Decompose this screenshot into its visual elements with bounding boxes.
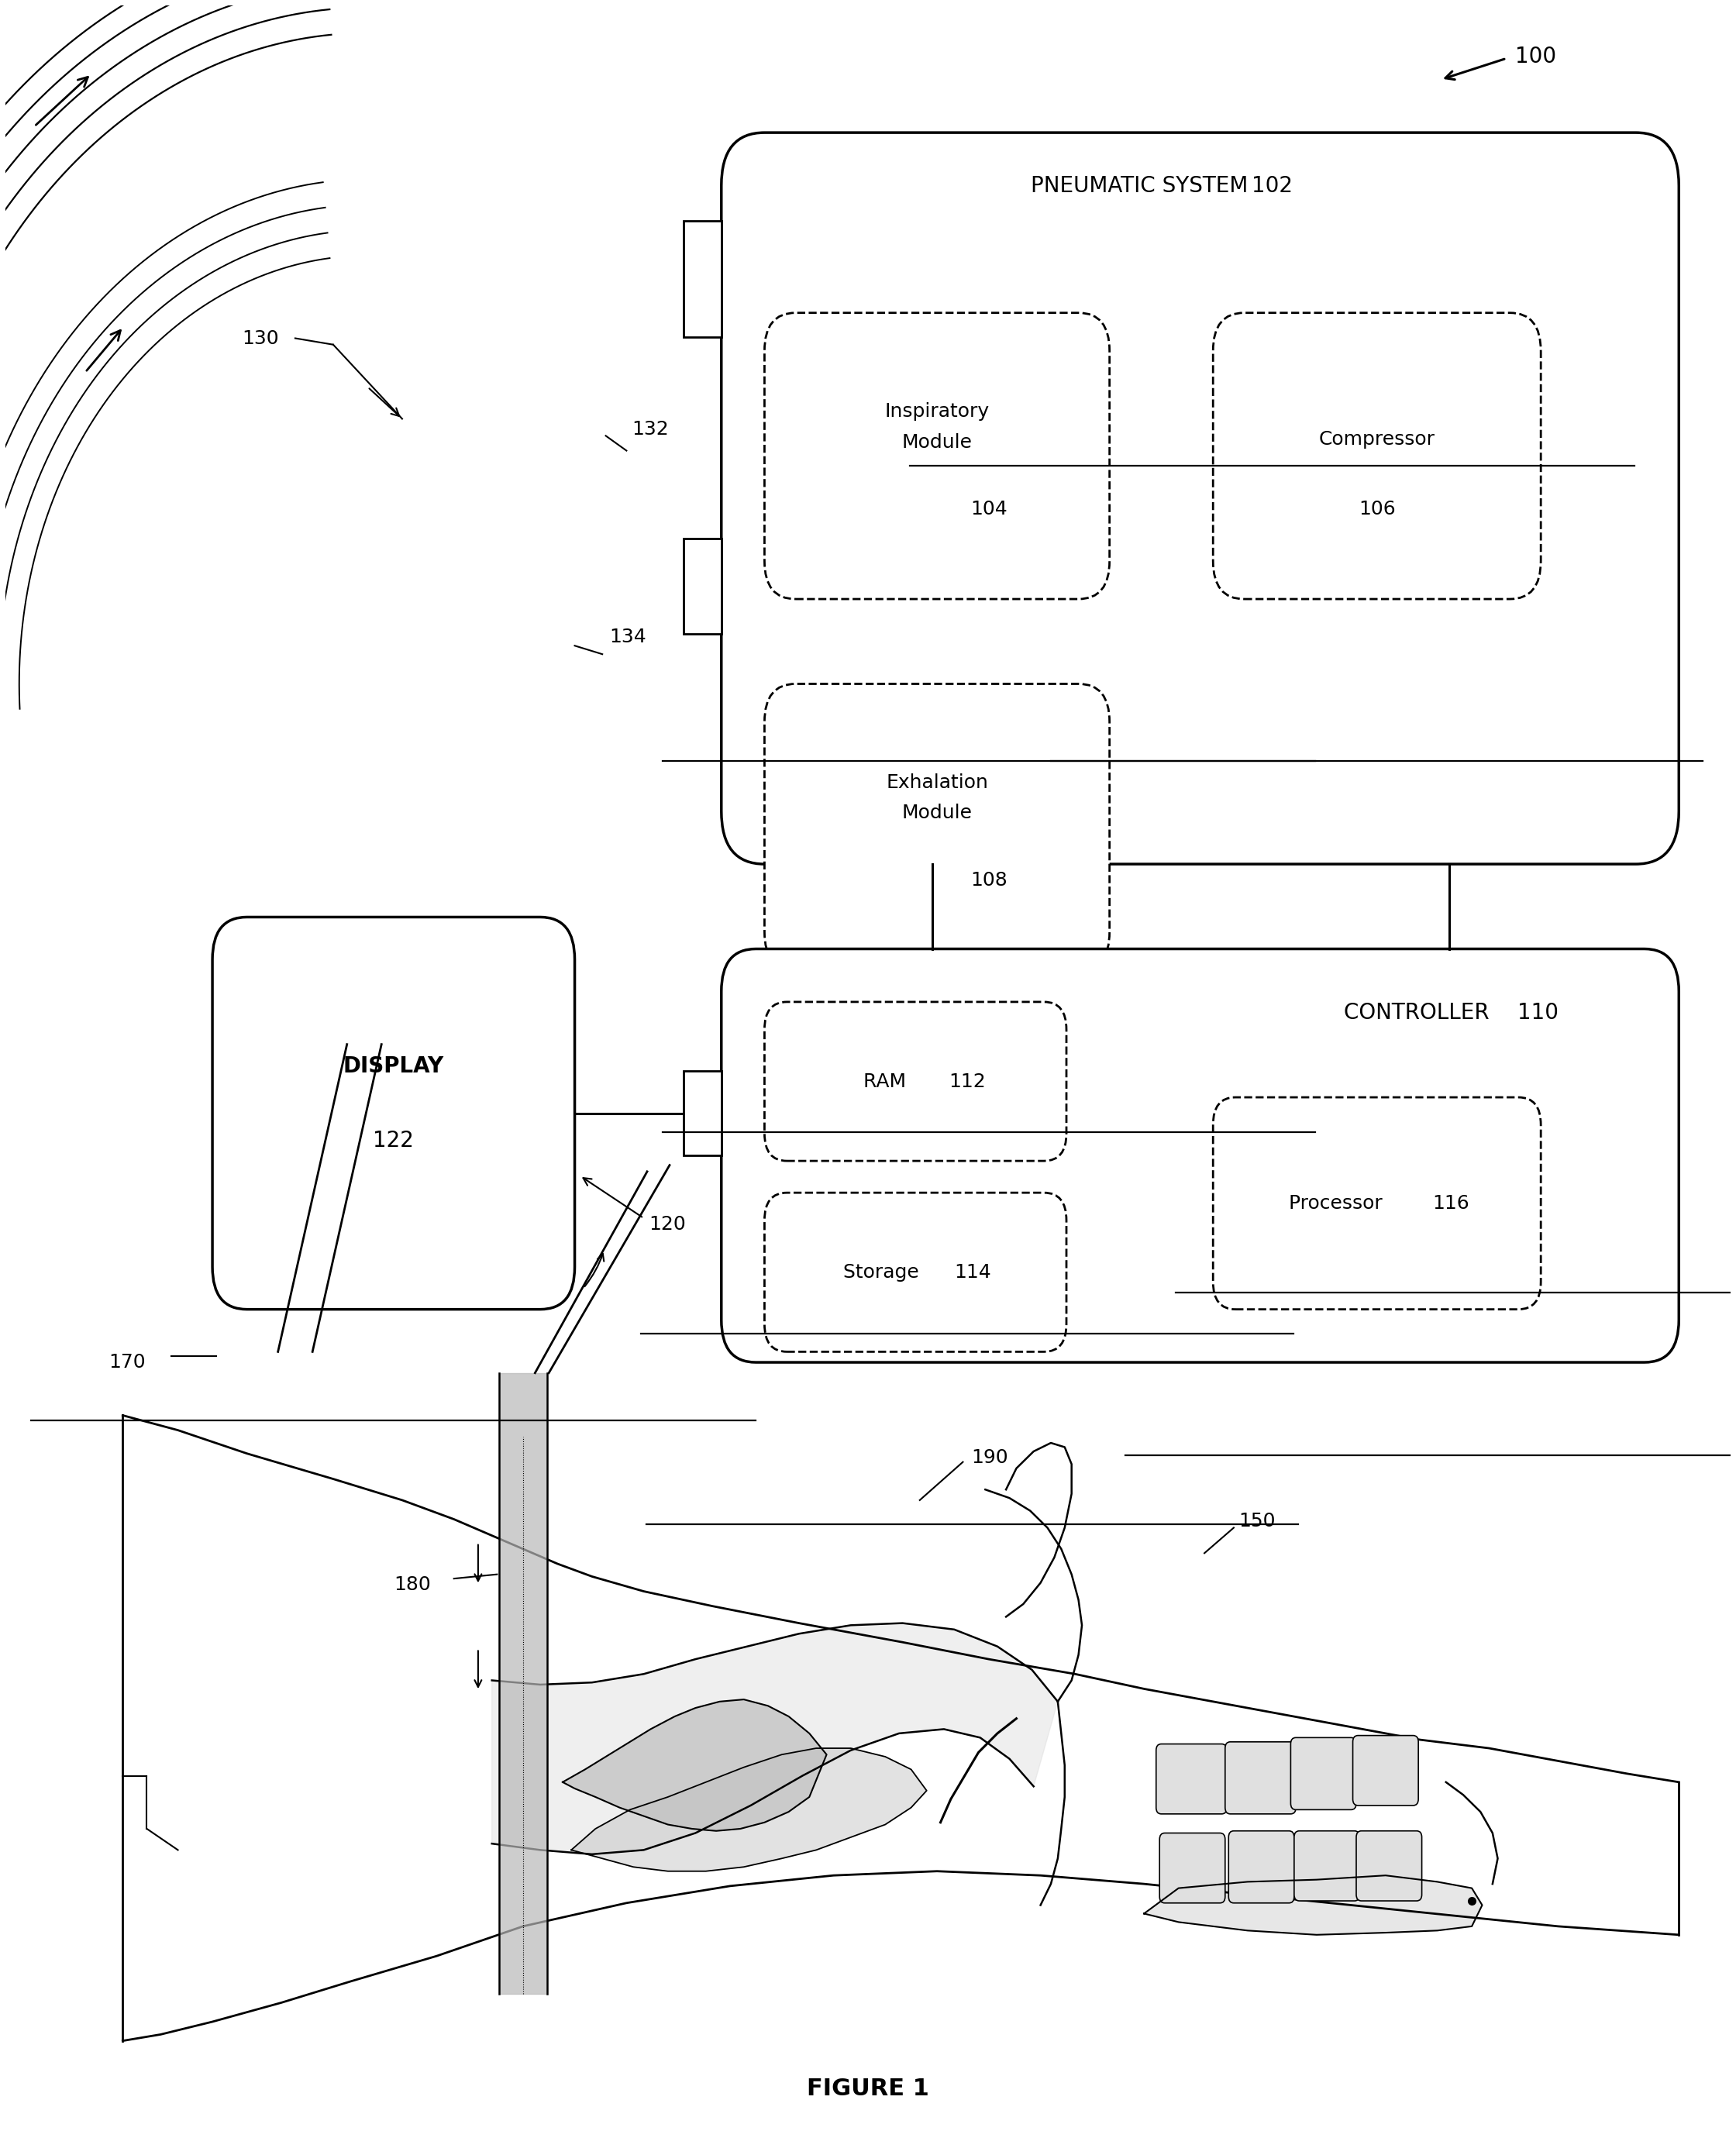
Text: 108: 108: [970, 872, 1007, 889]
Text: 190: 190: [972, 1449, 1009, 1466]
FancyBboxPatch shape: [1352, 1735, 1418, 1805]
Text: 130: 130: [241, 328, 279, 347]
FancyBboxPatch shape: [684, 222, 722, 337]
Text: 122: 122: [373, 1129, 415, 1151]
FancyBboxPatch shape: [212, 916, 575, 1308]
Polygon shape: [491, 1624, 1057, 1854]
Text: Compressor: Compressor: [1319, 430, 1436, 450]
Text: Processor: Processor: [1290, 1193, 1389, 1213]
FancyBboxPatch shape: [1290, 1737, 1356, 1809]
FancyBboxPatch shape: [1213, 313, 1542, 599]
Text: 116: 116: [1432, 1193, 1470, 1213]
Text: Exhalation: Exhalation: [885, 774, 988, 793]
Polygon shape: [1144, 1875, 1483, 1935]
FancyBboxPatch shape: [722, 948, 1679, 1362]
Text: 134: 134: [609, 629, 646, 646]
Text: 100: 100: [1516, 45, 1555, 66]
FancyBboxPatch shape: [764, 313, 1109, 599]
Text: 132: 132: [632, 420, 668, 439]
Text: 110: 110: [1517, 1002, 1559, 1023]
FancyBboxPatch shape: [1293, 1831, 1359, 1901]
FancyBboxPatch shape: [1213, 1097, 1542, 1308]
FancyBboxPatch shape: [764, 684, 1109, 970]
Text: 102: 102: [1252, 175, 1293, 196]
Polygon shape: [571, 1747, 927, 1871]
Polygon shape: [562, 1698, 826, 1831]
Text: Inspiratory: Inspiratory: [885, 403, 990, 422]
FancyBboxPatch shape: [764, 1002, 1066, 1161]
Text: FIGURE 1: FIGURE 1: [807, 2078, 929, 2101]
Text: RAM: RAM: [863, 1072, 913, 1091]
Text: Module: Module: [901, 803, 972, 823]
Text: CONTROLLER: CONTROLLER: [1344, 1002, 1496, 1023]
Text: 112: 112: [948, 1072, 986, 1091]
FancyBboxPatch shape: [684, 539, 722, 633]
FancyBboxPatch shape: [1156, 1743, 1227, 1813]
Text: 120: 120: [649, 1215, 686, 1234]
Text: 180: 180: [394, 1575, 431, 1594]
Text: 104: 104: [970, 499, 1007, 518]
Text: 106: 106: [1359, 499, 1396, 518]
Text: 170: 170: [109, 1353, 146, 1372]
FancyBboxPatch shape: [1226, 1741, 1295, 1813]
Text: PNEUMATIC SYSTEM: PNEUMATIC SYSTEM: [1031, 175, 1255, 196]
FancyBboxPatch shape: [764, 1193, 1066, 1351]
FancyBboxPatch shape: [684, 1070, 722, 1155]
FancyBboxPatch shape: [1160, 1833, 1226, 1903]
Text: Storage: Storage: [844, 1264, 925, 1281]
Text: DISPLAY: DISPLAY: [344, 1055, 444, 1078]
FancyBboxPatch shape: [722, 132, 1679, 863]
FancyBboxPatch shape: [1229, 1831, 1293, 1903]
Text: 114: 114: [953, 1264, 991, 1281]
FancyBboxPatch shape: [1356, 1831, 1422, 1901]
Text: 150: 150: [1240, 1513, 1276, 1530]
Text: Module: Module: [901, 433, 972, 452]
